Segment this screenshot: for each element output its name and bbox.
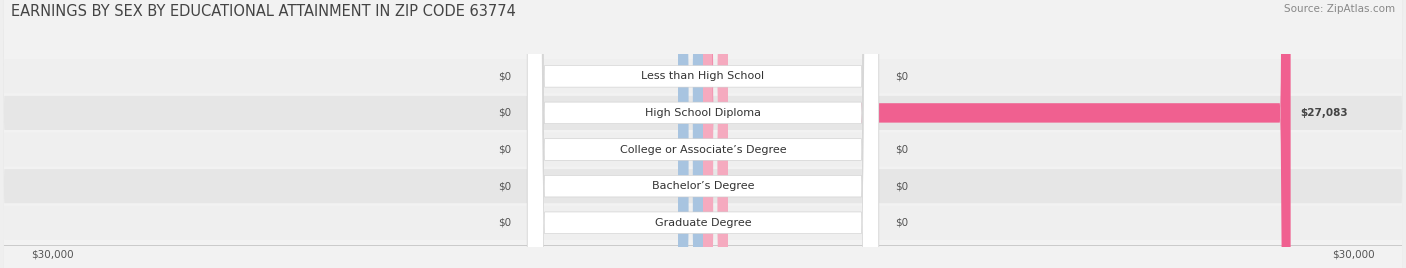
Text: $0: $0	[896, 181, 908, 191]
Text: High School Diploma: High School Diploma	[645, 108, 761, 118]
FancyBboxPatch shape	[527, 0, 879, 268]
Text: $0: $0	[896, 144, 908, 155]
FancyBboxPatch shape	[527, 0, 879, 268]
FancyBboxPatch shape	[678, 0, 703, 268]
Text: Bachelor’s Degree: Bachelor’s Degree	[652, 181, 754, 191]
Text: College or Associate’s Degree: College or Associate’s Degree	[620, 144, 786, 155]
Text: Graduate Degree: Graduate Degree	[655, 218, 751, 228]
Text: $0: $0	[498, 144, 510, 155]
FancyBboxPatch shape	[703, 0, 728, 268]
Text: $0: $0	[498, 218, 510, 228]
Text: $0: $0	[498, 181, 510, 191]
FancyBboxPatch shape	[703, 0, 1291, 268]
Text: Less than High School: Less than High School	[641, 71, 765, 81]
FancyBboxPatch shape	[527, 0, 879, 268]
FancyBboxPatch shape	[678, 0, 703, 268]
Text: $0: $0	[896, 71, 908, 81]
Text: EARNINGS BY SEX BY EDUCATIONAL ATTAINMENT IN ZIP CODE 63774: EARNINGS BY SEX BY EDUCATIONAL ATTAINMEN…	[11, 4, 516, 19]
FancyBboxPatch shape	[527, 0, 879, 268]
FancyBboxPatch shape	[703, 0, 728, 268]
FancyBboxPatch shape	[703, 0, 728, 268]
FancyBboxPatch shape	[678, 0, 703, 268]
Text: $0: $0	[896, 218, 908, 228]
Text: $0: $0	[498, 108, 510, 118]
FancyBboxPatch shape	[678, 0, 703, 268]
Text: Source: ZipAtlas.com: Source: ZipAtlas.com	[1284, 4, 1395, 14]
FancyBboxPatch shape	[703, 0, 728, 268]
FancyBboxPatch shape	[678, 0, 703, 268]
Text: $0: $0	[498, 71, 510, 81]
Text: $27,083: $27,083	[1301, 108, 1348, 118]
FancyBboxPatch shape	[527, 0, 879, 268]
